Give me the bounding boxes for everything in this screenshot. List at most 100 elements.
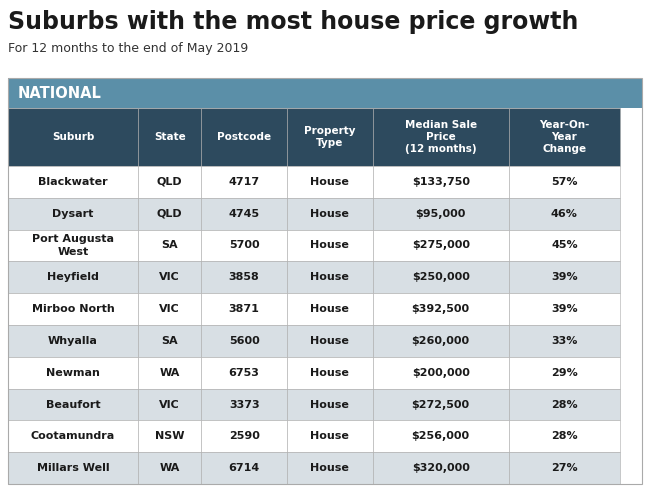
Bar xyxy=(202,357,287,388)
Text: 27%: 27% xyxy=(551,463,578,473)
Bar xyxy=(287,420,372,452)
Bar xyxy=(138,325,202,357)
Bar xyxy=(202,229,287,262)
Text: Millars Well: Millars Well xyxy=(36,463,109,473)
Bar xyxy=(202,452,287,484)
Bar xyxy=(509,357,620,388)
Bar xyxy=(138,420,202,452)
Bar xyxy=(372,198,509,229)
Bar xyxy=(372,229,509,262)
Bar xyxy=(138,452,202,484)
Text: Beaufort: Beaufort xyxy=(46,400,100,409)
Text: Postcode: Postcode xyxy=(217,132,271,142)
Bar xyxy=(372,325,509,357)
Text: House: House xyxy=(310,272,349,282)
Bar xyxy=(8,229,138,262)
Bar xyxy=(287,166,372,198)
Text: 5700: 5700 xyxy=(229,241,259,250)
Bar xyxy=(8,166,138,198)
Text: House: House xyxy=(310,177,349,187)
Text: 3871: 3871 xyxy=(229,304,259,314)
Text: Whyalla: Whyalla xyxy=(48,336,98,346)
Bar xyxy=(138,262,202,293)
Text: $256,000: $256,000 xyxy=(411,431,470,441)
Text: 39%: 39% xyxy=(551,304,578,314)
Bar xyxy=(287,198,372,229)
Bar xyxy=(509,198,620,229)
Text: $275,000: $275,000 xyxy=(411,241,470,250)
Text: Newman: Newman xyxy=(46,367,100,378)
Bar xyxy=(8,325,138,357)
Bar xyxy=(287,229,372,262)
Text: 28%: 28% xyxy=(551,400,578,409)
Bar xyxy=(372,108,509,166)
Bar xyxy=(8,108,138,166)
Text: Heyfield: Heyfield xyxy=(47,272,99,282)
Bar xyxy=(509,420,620,452)
Bar xyxy=(202,108,287,166)
Text: 2590: 2590 xyxy=(229,431,259,441)
Bar xyxy=(509,325,620,357)
Text: VIC: VIC xyxy=(159,400,180,409)
Bar xyxy=(372,452,509,484)
Text: VIC: VIC xyxy=(159,272,180,282)
Text: 6753: 6753 xyxy=(229,367,259,378)
Text: NATIONAL: NATIONAL xyxy=(18,85,102,101)
Bar xyxy=(372,357,509,388)
Bar xyxy=(138,357,202,388)
Text: House: House xyxy=(310,367,349,378)
Bar xyxy=(287,388,372,420)
Text: $250,000: $250,000 xyxy=(411,272,470,282)
Text: WA: WA xyxy=(159,367,180,378)
Bar xyxy=(372,420,509,452)
Text: $272,500: $272,500 xyxy=(411,400,470,409)
Text: $200,000: $200,000 xyxy=(411,367,470,378)
Bar xyxy=(8,420,138,452)
Text: QLD: QLD xyxy=(157,177,183,187)
Text: Property
Type: Property Type xyxy=(304,126,356,148)
Text: House: House xyxy=(310,209,349,219)
Bar xyxy=(202,420,287,452)
Text: $260,000: $260,000 xyxy=(411,336,470,346)
Bar xyxy=(202,325,287,357)
Bar xyxy=(287,262,372,293)
Bar xyxy=(8,293,138,325)
Text: 5600: 5600 xyxy=(229,336,259,346)
Bar xyxy=(372,262,509,293)
Bar xyxy=(509,166,620,198)
Bar xyxy=(202,262,287,293)
Text: For 12 months to the end of May 2019: For 12 months to the end of May 2019 xyxy=(8,42,248,55)
Text: $133,750: $133,750 xyxy=(411,177,470,187)
Bar xyxy=(8,198,138,229)
Text: Blackwater: Blackwater xyxy=(38,177,108,187)
Bar xyxy=(509,229,620,262)
Text: House: House xyxy=(310,400,349,409)
Bar xyxy=(202,293,287,325)
Text: Dysart: Dysart xyxy=(52,209,94,219)
Text: $95,000: $95,000 xyxy=(415,209,466,219)
Text: VIC: VIC xyxy=(159,304,180,314)
Bar xyxy=(287,325,372,357)
Text: 57%: 57% xyxy=(551,177,578,187)
Text: Cootamundra: Cootamundra xyxy=(31,431,115,441)
Text: SA: SA xyxy=(161,336,178,346)
Text: 45%: 45% xyxy=(551,241,578,250)
Text: House: House xyxy=(310,431,349,441)
Bar xyxy=(509,262,620,293)
Bar xyxy=(202,198,287,229)
Text: Suburbs with the most house price growth: Suburbs with the most house price growth xyxy=(8,10,578,34)
Bar xyxy=(287,452,372,484)
Text: QLD: QLD xyxy=(157,209,183,219)
Text: House: House xyxy=(310,463,349,473)
Text: 28%: 28% xyxy=(551,431,578,441)
Text: House: House xyxy=(310,304,349,314)
Text: 3858: 3858 xyxy=(229,272,259,282)
Bar xyxy=(138,166,202,198)
Bar xyxy=(8,262,138,293)
Text: 4717: 4717 xyxy=(229,177,260,187)
Text: SA: SA xyxy=(161,241,178,250)
Text: State: State xyxy=(154,132,185,142)
Text: 3373: 3373 xyxy=(229,400,259,409)
Text: 39%: 39% xyxy=(551,272,578,282)
Text: Year-On-
Year
Change: Year-On- Year Change xyxy=(539,120,590,154)
